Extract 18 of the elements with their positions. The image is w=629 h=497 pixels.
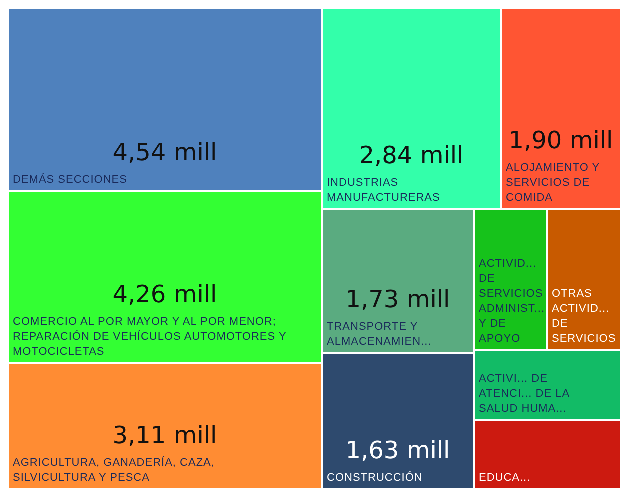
- category-label: AGRICULTURA, GANADERÍA, CAZA, SILVICULTURA Y PESCA: [13, 456, 215, 484]
- data-label: 4,26 mill: [112, 280, 218, 309]
- data-label: 1,63 mill: [346, 436, 450, 465]
- data-label: 1,90 mill: [508, 126, 614, 155]
- category-label: ALOJAMIENTO Y SERVICIOS DE COMIDA: [506, 162, 600, 204]
- category-label: INDUSTRIAS MANUFACTURERAS: [327, 177, 440, 204]
- category-label: OTRAS ACTIVID... DE SERVICIOS: [552, 288, 616, 345]
- category-label: DEMÁS SECCIONES: [13, 173, 128, 186]
- data-label: 3,11 mill: [112, 422, 218, 450]
- category-label: EDUCA...: [479, 472, 531, 484]
- data-label: 2,84 mill: [359, 142, 464, 170]
- data-label: 1,73 mill: [346, 286, 450, 314]
- category-label: COMERCIO AL POR MAYOR Y AL POR MENOR; REPARACIÓN DE VEHÍCULOS AUTOMOTORES Y MOTOCICLETAS: [13, 316, 287, 358]
- category-label: ACTIVID... DE SERVICIOS ADMINIST... Y DE APOYO: [479, 258, 546, 345]
- data-label: 4,54 mill: [112, 138, 218, 167]
- category-label: ACTIVI... DE ATENCI... DE LA SALUD HUMA...: [479, 373, 570, 415]
- category-label: TRANSPORTE Y ALMACENAMIEN...: [327, 321, 432, 348]
- category-label: CONSTRUCCIÓN: [327, 471, 423, 484]
